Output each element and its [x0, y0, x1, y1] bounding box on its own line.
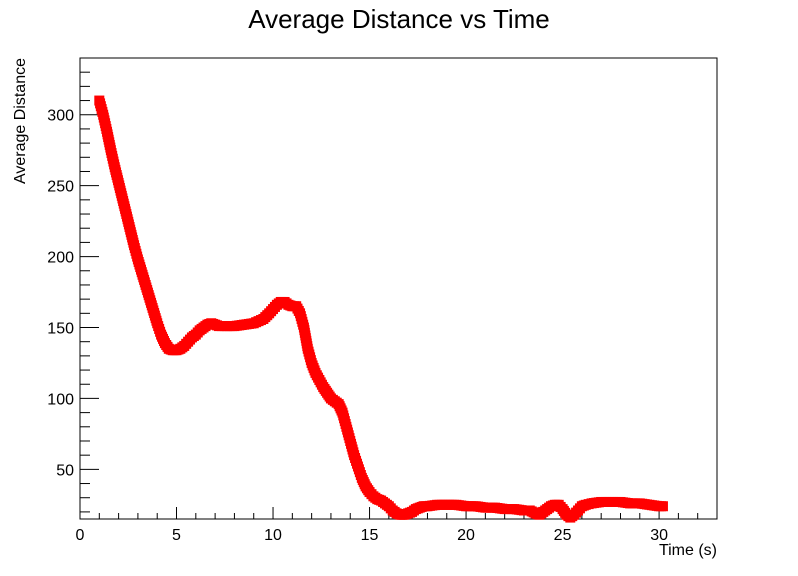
- data-series: [94, 95, 668, 523]
- plot-frame: [79, 57, 718, 520]
- x-tick-label: 30: [650, 527, 668, 544]
- x-tick-label: 25: [554, 527, 572, 544]
- x-tick-label: 15: [361, 527, 379, 544]
- chart-title: Average Distance vs Time: [248, 4, 550, 34]
- y-axis-label: Average Distance: [12, 58, 29, 184]
- x-tick-label: 5: [172, 527, 181, 544]
- x-tick-label: 10: [264, 527, 282, 544]
- x-tick-label: 20: [457, 527, 475, 544]
- x-axis-label: Time (s): [659, 542, 717, 559]
- data-point: [657, 501, 668, 512]
- y-tick-label: 300: [47, 108, 74, 125]
- y-tick-label: 250: [47, 179, 74, 196]
- y-tick-label: 150: [47, 321, 74, 338]
- y-tick-label: 100: [47, 391, 74, 408]
- y-tick-label: 50: [56, 462, 74, 479]
- y-tick-label: 200: [47, 250, 74, 267]
- x-tick-label: 0: [76, 527, 85, 544]
